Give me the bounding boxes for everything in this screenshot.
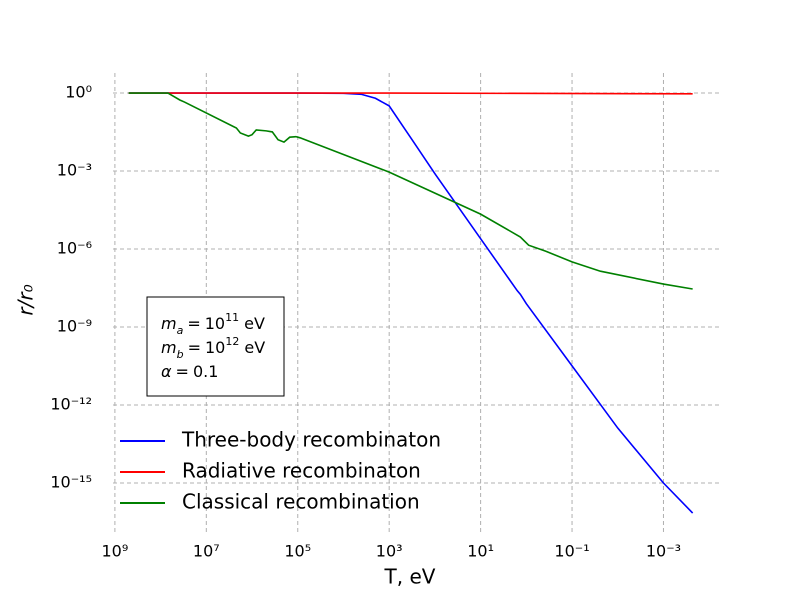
annotation-unit: eV (244, 314, 265, 333)
y-axis-label: r/r₀ (14, 284, 38, 315)
annotation-sub: a (177, 324, 184, 337)
y-tick-label: 10⁻¹² (50, 395, 92, 414)
annotation-unit: eV (244, 338, 265, 357)
x-tick-label: 10⁻³ (646, 542, 681, 561)
y-tick-label: 10⁻³ (57, 161, 92, 180)
annotation-exp: 11 (225, 311, 239, 324)
annotation-var: m (161, 338, 177, 357)
y-tick-label: 10⁻¹⁵ (50, 473, 92, 492)
series-line (128, 92, 693, 95)
annotation-value: 0.1 (193, 362, 218, 381)
x-tick-label: 10³ (376, 542, 403, 561)
x-tick-label: 10⁷ (193, 542, 220, 561)
annotation-line: mb = 1012 eV (161, 335, 265, 361)
annotation-line: ma = 1011 eV (161, 311, 265, 337)
annotation-line: α = 0.1 (161, 362, 218, 381)
annotation-var: m (161, 314, 177, 333)
annotation-value: 10 (205, 314, 225, 333)
series-line (128, 92, 693, 290)
y-tick-label: 10⁻⁹ (57, 317, 92, 336)
x-axis-label: T, eV (384, 565, 436, 589)
annotation-var: α (161, 362, 172, 381)
annotation-op: = (187, 314, 200, 333)
x-tick-label: 10¹ (467, 542, 494, 561)
annotation-value: 10 (205, 338, 225, 357)
x-tick-label: 10⁹ (102, 542, 129, 561)
y-tick-label: 10⁰ (65, 83, 92, 102)
annotation-exp: 12 (225, 335, 239, 348)
legend-label: Radiative recombinaton (182, 459, 421, 483)
x-tick-label: 10⁵ (284, 542, 311, 561)
legend-label: Three-body recombinaton (181, 428, 441, 452)
annotation-op: = (188, 338, 201, 357)
annotation-op: = (176, 362, 189, 381)
annotation-sub: b (177, 348, 184, 361)
annotation-box (146, 296, 285, 397)
x-tick-label: 10⁻¹ (554, 542, 589, 561)
y-tick-label: 10⁻⁶ (57, 239, 92, 258)
legend-label: Classical recombination (182, 490, 420, 514)
